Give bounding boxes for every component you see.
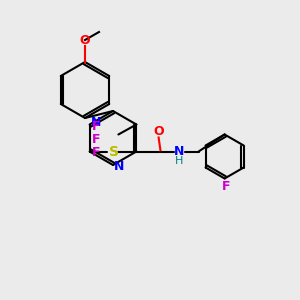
Text: S: S: [109, 145, 118, 158]
Text: H: H: [174, 157, 183, 166]
Text: F: F: [92, 146, 100, 159]
Text: O: O: [153, 125, 164, 138]
Text: F: F: [92, 120, 100, 133]
Text: N: N: [173, 145, 184, 158]
Text: N: N: [90, 116, 101, 129]
Text: N: N: [114, 160, 124, 173]
Text: O: O: [80, 34, 90, 46]
Text: F: F: [222, 180, 231, 193]
Text: F: F: [92, 133, 100, 146]
